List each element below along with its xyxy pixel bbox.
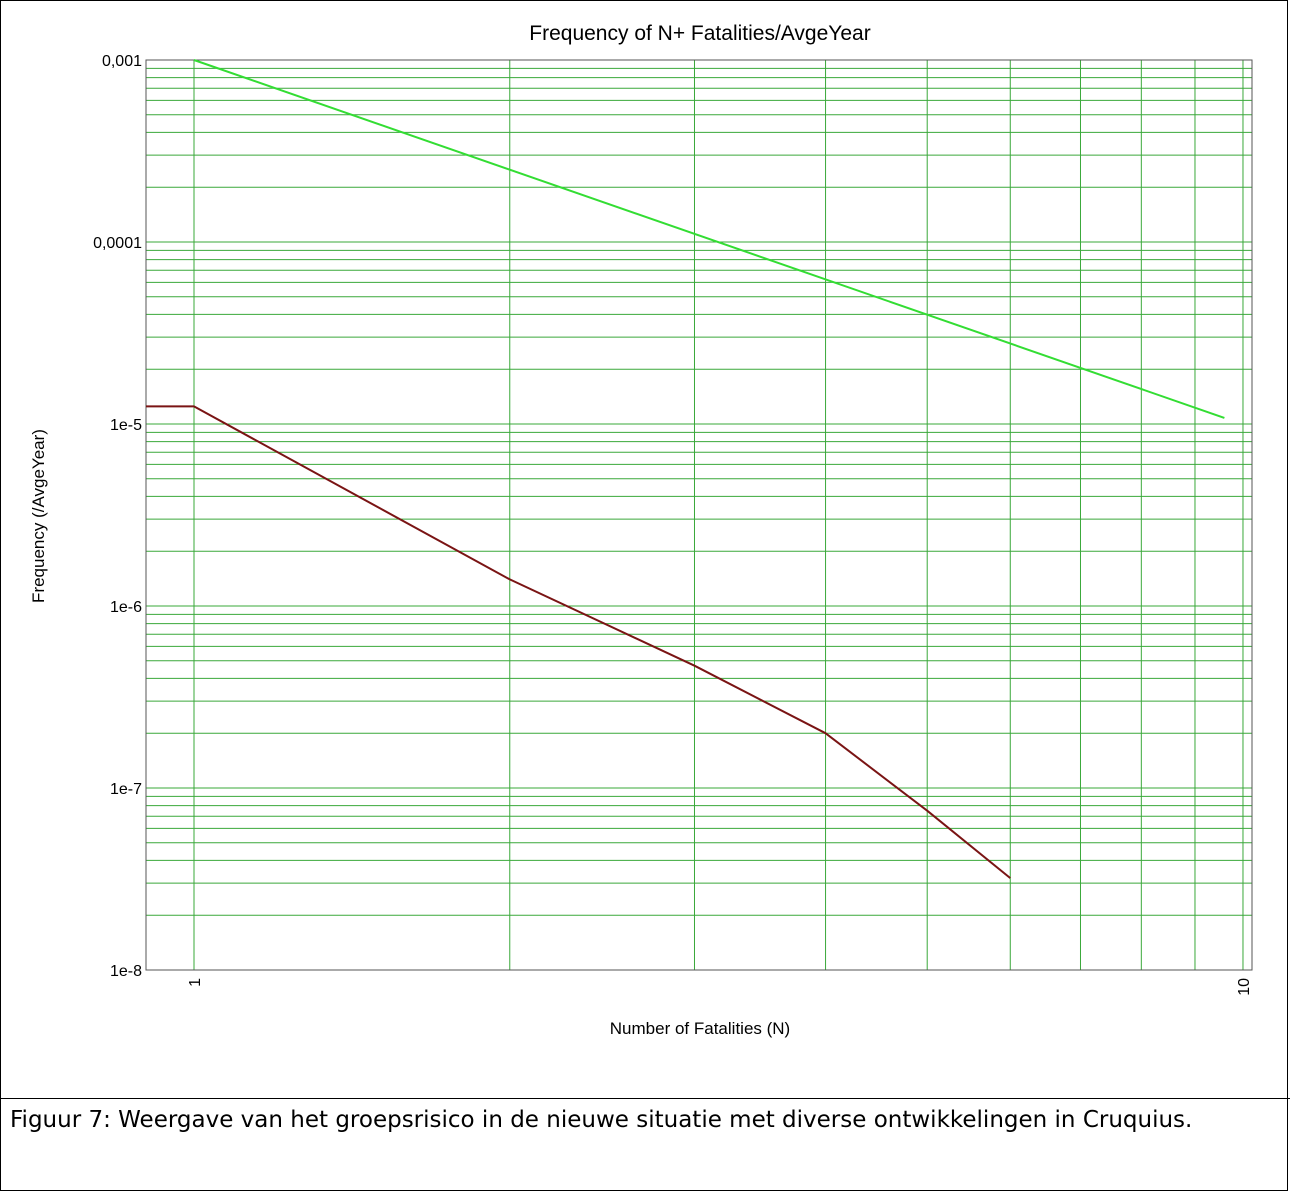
- plot-area: [145, 59, 1253, 971]
- y-tick-label: 1e-8: [110, 963, 142, 980]
- chart: 0,001 0,0001 1e-5 1e-6 1e-7 1e-8 1 10 Frequency…: [29, 22, 1253, 1038]
- x-tick-label: 10: [1236, 978, 1253, 996]
- y-tick-label: 0,0001: [93, 235, 142, 252]
- y-tick-label: 1e-6: [110, 599, 142, 616]
- x-axis-label: Number of Fatalities (N): [610, 1019, 790, 1038]
- x-tick-label: 1: [187, 978, 204, 987]
- series-line-1: [193, 59, 1225, 419]
- y-tick-label: 0,001: [102, 53, 142, 70]
- tick-labels: 0,001 0,0001 1e-5 1e-6 1e-7 1e-8 1 10: [93, 53, 1253, 996]
- series-layer: [146, 59, 1225, 879]
- y-tick-label: 1e-5: [110, 417, 142, 434]
- y-tick-label: 1e-7: [110, 781, 142, 798]
- figure-caption: Figuur 7: Weergave van het groepsrisico …: [10, 1107, 1193, 1133]
- grid: [145, 59, 1252, 971]
- caption-separator: [0, 1098, 1290, 1099]
- y-axis-label: Frequency (/AvgeYear): [29, 429, 48, 603]
- chart-title: Frequency of N+ Fatalities/AvgeYear: [529, 22, 870, 45]
- series-line-2: [146, 405, 1011, 879]
